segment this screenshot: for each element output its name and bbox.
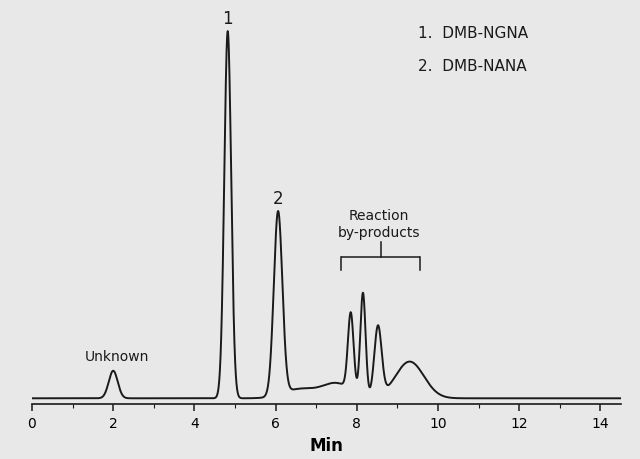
Text: 1.  DMB-NGNA: 1. DMB-NGNA	[418, 25, 528, 40]
Text: 2: 2	[273, 190, 284, 208]
Text: 2.  DMB-NANA: 2. DMB-NANA	[418, 59, 526, 73]
X-axis label: Min: Min	[310, 436, 343, 454]
Text: Reaction
by-products: Reaction by-products	[338, 209, 420, 239]
Text: Unknown: Unknown	[84, 350, 149, 364]
Text: 1: 1	[223, 11, 233, 28]
